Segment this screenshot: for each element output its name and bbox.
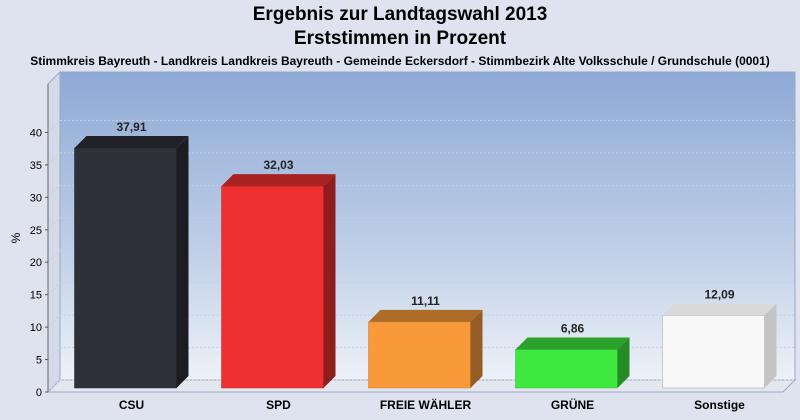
- bar-top: [515, 337, 630, 350]
- y-tick-label: 35: [30, 160, 42, 172]
- y-tick-label: 20: [30, 257, 42, 269]
- grid-line-side: [47, 282, 61, 296]
- bar-top: [221, 174, 336, 187]
- y-axis-label: %: [9, 232, 23, 243]
- y-tick-label: 0: [36, 387, 42, 399]
- bar-value-label: 37,91: [116, 120, 146, 134]
- grid-line-side: [47, 249, 61, 263]
- chart-title-line1: Ergebnis zur Landtagswahl 2013: [252, 4, 548, 25]
- x-category-label: SPD: [266, 398, 291, 412]
- chart-title-line2: Erststimmen in Prozent: [293, 28, 507, 49]
- bar-front: [662, 315, 765, 389]
- x-category-label: GRÜNE: [551, 397, 594, 412]
- bar-side: [323, 174, 336, 388]
- bar: [368, 309, 483, 389]
- grid-line-side: [47, 379, 61, 393]
- bar: [662, 303, 777, 389]
- bar-top: [662, 303, 777, 316]
- bar-value-label: 6,86: [561, 321, 585, 335]
- bar-top: [368, 309, 483, 322]
- bar-side: [176, 136, 189, 388]
- bar-front: [368, 321, 471, 389]
- y-tick-label: 30: [30, 192, 42, 204]
- y-tick-label: 15: [30, 290, 42, 302]
- x-category-label: CSU: [119, 398, 144, 412]
- y-tick-label: 40: [30, 127, 42, 139]
- grid-line-side: [47, 347, 61, 360]
- bar-front: [74, 147, 177, 389]
- x-category-label: Sonstige: [694, 398, 745, 412]
- bar-side: [764, 303, 777, 388]
- bar: [221, 174, 336, 389]
- grid-line-side: [47, 120, 61, 133]
- bar-value-label: 32,03: [263, 158, 293, 172]
- plot-side-wall: [47, 70, 61, 394]
- y-tick-label: 25: [30, 225, 42, 237]
- bar-top: [74, 136, 189, 149]
- bar-value-label: 12,09: [704, 288, 734, 302]
- bar-side: [617, 337, 630, 388]
- bar-value-label: 11,11: [411, 294, 440, 308]
- bar: [515, 337, 630, 389]
- bar-front: [221, 185, 324, 389]
- grid-line-side: [47, 217, 61, 231]
- y-tick-label: 5: [36, 355, 42, 367]
- bar-front: [515, 349, 618, 389]
- grid-line-side: [47, 184, 61, 198]
- grid-line-side: [47, 314, 61, 328]
- x-category-label: FREIE WÄHLER: [380, 397, 472, 412]
- bar-side: [470, 309, 483, 388]
- bar: [74, 136, 189, 389]
- y-tick-label: 10: [30, 322, 42, 334]
- grid-line-side: [47, 152, 61, 166]
- chart-subtitle: Stimmkreis Bayreuth - Landkreis Landkrei…: [30, 54, 770, 68]
